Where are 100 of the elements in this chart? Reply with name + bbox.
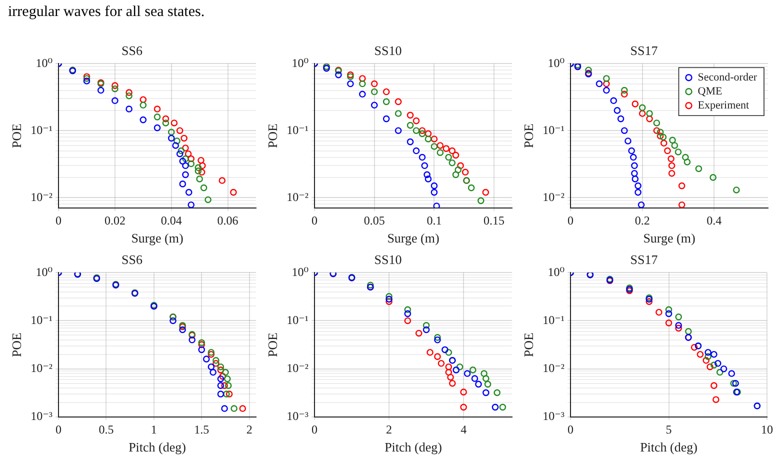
point: [421, 162, 428, 170]
point: [653, 120, 660, 126]
point: [426, 348, 434, 356]
point: [675, 314, 682, 320]
point: [704, 353, 712, 360]
point: [630, 154, 637, 161]
x-tick-label: 0.15: [484, 213, 505, 228]
point: [422, 326, 430, 334]
point: [631, 162, 638, 170]
point: [464, 370, 471, 377]
point: [499, 404, 506, 411]
point: [418, 127, 426, 134]
point: [660, 140, 668, 147]
point: [239, 405, 246, 412]
point: [386, 298, 392, 305]
point: [168, 134, 175, 142]
point: [112, 82, 118, 89]
text: irregular waves for all sea states.: [8, 4, 206, 21]
point: [696, 350, 704, 358]
point: [685, 328, 692, 335]
point: [442, 145, 450, 152]
y-tick-label: 10⁻³: [542, 409, 565, 424]
point: [638, 201, 645, 208]
point: [182, 155, 189, 162]
point: [448, 147, 456, 154]
y-tick-label: 10⁰: [548, 264, 565, 279]
point: [224, 375, 231, 382]
point: [194, 168, 202, 174]
chart-title: SS6: [122, 43, 143, 58]
x-tick-label: 0.06: [217, 213, 238, 228]
point: [406, 112, 414, 119]
point: [716, 368, 724, 376]
point: [710, 362, 718, 368]
point: [179, 326, 186, 334]
point: [217, 375, 224, 382]
point: [454, 166, 462, 174]
point: [185, 188, 192, 196]
point: [382, 88, 390, 96]
point: [188, 336, 196, 344]
point: [404, 306, 412, 314]
x-tick-label: 0.02: [104, 213, 126, 228]
point: [720, 365, 728, 372]
point: [412, 147, 420, 154]
point: [457, 162, 464, 170]
point: [442, 346, 448, 354]
point: [434, 334, 441, 341]
point: [665, 306, 672, 314]
y-tick-label: 10⁻¹: [30, 122, 53, 137]
point: [370, 102, 378, 109]
point: [212, 360, 220, 367]
point: [140, 116, 147, 124]
y-tick-label: 10⁻²: [542, 190, 565, 204]
y-tick-label: 10⁻¹: [30, 312, 53, 327]
point: [433, 202, 440, 208]
y-tick-label: 10⁻²: [30, 190, 53, 204]
y-tick-label: 10⁻¹: [286, 312, 309, 327]
point: [406, 122, 414, 129]
point: [168, 128, 175, 136]
x-tick-label: 0: [568, 213, 574, 228]
point: [668, 162, 676, 170]
y-tick-label: 10⁰: [548, 56, 565, 70]
x-tick-label: 1: [150, 422, 157, 436]
point: [631, 170, 638, 177]
chart-title: SS10: [374, 43, 402, 58]
point: [492, 404, 499, 411]
point: [668, 155, 674, 162]
legend-label: QME: [698, 85, 722, 98]
point: [424, 176, 432, 182]
x-tick-label: 10: [761, 422, 773, 436]
point: [471, 375, 478, 382]
point: [480, 370, 488, 377]
chart-title: SS17: [630, 252, 658, 268]
point: [671, 142, 678, 149]
point: [182, 162, 189, 170]
point: [620, 90, 628, 98]
point: [394, 98, 402, 106]
point: [217, 382, 224, 389]
point: [620, 86, 628, 94]
point: [468, 184, 475, 192]
point: [675, 324, 682, 332]
point: [702, 356, 710, 364]
y-tick-label: 10⁻¹: [542, 122, 565, 137]
point: [617, 115, 624, 122]
point: [710, 382, 718, 389]
chart-title: SS17: [630, 43, 658, 58]
point: [217, 363, 224, 370]
point: [174, 138, 180, 144]
point: [217, 390, 224, 398]
x-tick-label: 5: [666, 422, 672, 436]
point: [660, 134, 667, 141]
point: [230, 188, 237, 196]
point: [452, 366, 460, 374]
point: [603, 80, 610, 88]
point: [665, 320, 672, 326]
point: [656, 128, 664, 136]
point: [162, 115, 170, 122]
y-tick-label: 10⁰: [36, 264, 53, 279]
x-tick-label: 0.05: [364, 213, 385, 228]
y-tick-label: 10⁻²: [286, 190, 309, 204]
point: [462, 168, 469, 176]
